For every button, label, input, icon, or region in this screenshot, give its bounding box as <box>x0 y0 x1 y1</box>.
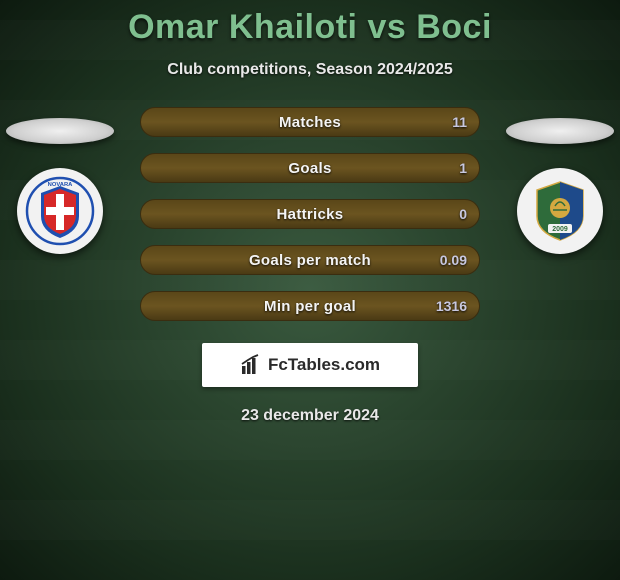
stat-label: Goals <box>288 160 331 177</box>
svg-text:NOVARA: NOVARA <box>48 182 74 188</box>
stat-row: Min per goal 1316 <box>140 291 480 321</box>
stat-row: Matches 11 <box>140 107 480 137</box>
page-title: Omar Khailoti vs Boci <box>0 0 620 47</box>
feralpisalo-badge-icon: 2009 <box>525 176 595 246</box>
player-right-slot: 2009 <box>500 118 620 254</box>
stat-label: Hattricks <box>277 206 344 223</box>
stats-list: Matches 11 Goals 1 Hattricks 0 Goals per… <box>140 107 480 321</box>
novara-badge-icon: NOVARA <box>25 176 95 246</box>
player-left-slot: NOVARA <box>0 118 120 254</box>
stat-value-right: 1 <box>459 160 467 176</box>
club-badge-left: NOVARA <box>17 168 103 254</box>
stat-label: Goals per match <box>249 252 371 269</box>
chart-icon <box>240 354 262 376</box>
player-right-placeholder <box>506 118 614 144</box>
stat-value-right: 1316 <box>436 298 467 314</box>
svg-text:2009: 2009 <box>552 226 568 233</box>
stat-value-right: 0.09 <box>440 252 467 268</box>
stat-row: Hattricks 0 <box>140 199 480 229</box>
date-text: 23 december 2024 <box>0 407 620 425</box>
stat-label: Matches <box>279 114 341 131</box>
player-left-placeholder <box>6 118 114 144</box>
stat-row: Goals per match 0.09 <box>140 245 480 275</box>
stat-row: Goals 1 <box>140 153 480 183</box>
subtitle: Club competitions, Season 2024/2025 <box>0 61 620 79</box>
watermark-text: FcTables.com <box>268 355 380 375</box>
stat-value-right: 11 <box>452 114 467 130</box>
stat-label: Min per goal <box>264 298 356 315</box>
club-badge-right: 2009 <box>517 168 603 254</box>
stat-value-right: 0 <box>459 206 467 222</box>
watermark: FcTables.com <box>202 343 418 387</box>
